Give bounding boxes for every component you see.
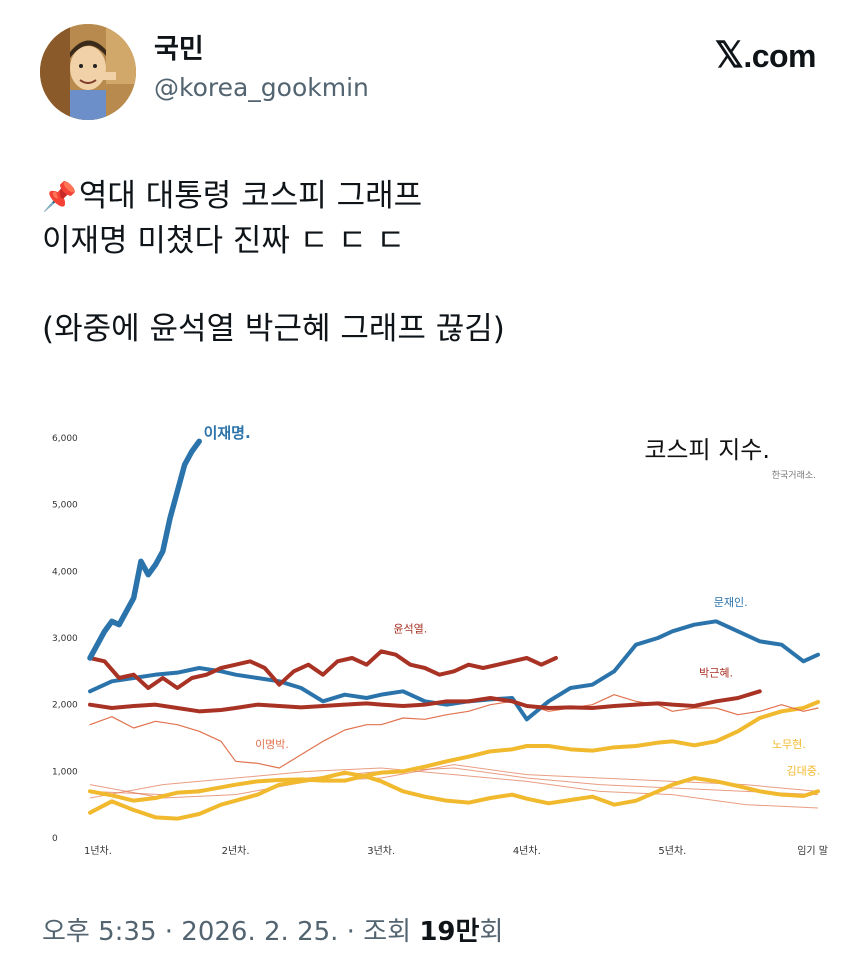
cartoon-man-avatar-icon	[40, 24, 136, 120]
x-tick-label: 5년차.	[658, 845, 686, 857]
separator: ·	[338, 917, 364, 947]
chart-title: 코스피 지수.	[644, 436, 770, 464]
tweet-header: 국민 @korea_gookmin 𝕏.com	[40, 24, 820, 124]
series-label: 박근혜.	[699, 667, 733, 680]
x-tick-label: 4년차.	[513, 845, 541, 857]
x-axis: 1년차. 2년차. 3년차. 4년차. 5년차. 임기 말	[84, 844, 828, 857]
x-tick-label: 임기 말	[797, 844, 828, 857]
x-tick-label: 2년차.	[222, 845, 250, 857]
kospi-chart: 6,000 5,000 4,000 3,000 2,000 1,000 0 1년차. 2년차.…	[52, 424, 828, 857]
separator: ·	[156, 917, 182, 947]
views-count: 19만	[419, 917, 480, 947]
thin-series-line	[89, 767, 819, 809]
series-label: 이재명.	[204, 424, 251, 442]
y-tick-label: 4,000	[52, 567, 78, 577]
y-tick-label: 6,000	[52, 434, 78, 444]
series-line	[88, 689, 762, 714]
views-suffix: 회	[479, 917, 504, 947]
tweet-line-1: 📌역대 대통령 코스피 그래프	[42, 174, 822, 219]
series-line	[88, 700, 820, 803]
x-brand-logo[interactable]: 𝕏.com	[714, 34, 817, 76]
views-label: 조회	[363, 917, 412, 947]
series-label: 문재인.	[714, 596, 748, 609]
kospi-chart-image[interactable]: 6,000 5,000 4,000 3,000 2,000 1,000 0 1년차. 2년차.…	[40, 406, 830, 870]
series-labels: 김대중. 노무현. 이명박. 문재인. 박근혜. 윤석열. 이재명.	[204, 424, 821, 778]
y-tick-label: 5,000	[52, 501, 78, 511]
series-label: 윤석열.	[393, 623, 427, 636]
pushpin-icon: 📌	[42, 180, 77, 213]
series-line	[87, 438, 202, 661]
series-lines	[87, 438, 820, 821]
post-date[interactable]: 2026. 2. 25.	[181, 917, 339, 947]
post-time[interactable]: 오후 5:35	[42, 917, 157, 947]
chart-subtitle: 한국거래소.	[772, 470, 816, 481]
thin-series-line	[89, 764, 819, 799]
author-names: 국민 @korea_gookmin	[154, 32, 369, 106]
series-label: 이명박.	[255, 738, 289, 751]
user-handle[interactable]: @korea_gookmin	[154, 73, 369, 102]
x-logo-icon: 𝕏	[714, 34, 744, 75]
tweet-line-3: (와중에 윤석열 박근혜 그래프 끊김)	[42, 311, 505, 347]
tweet-blank-line	[42, 263, 822, 307]
series-line	[89, 694, 819, 769]
series-line	[88, 770, 820, 821]
y-tick-label: 2,000	[52, 701, 78, 711]
tweet-line-1-text: 역대 대통령 코스피 그래프	[78, 178, 423, 214]
series-label: 김대중.	[787, 765, 821, 778]
x-tick-label: 3년차.	[367, 845, 395, 857]
avatar[interactable]	[40, 24, 136, 120]
y-axis: 6,000 5,000 4,000 3,000 2,000 1,000 0	[52, 434, 78, 844]
tweet-text: 📌역대 대통령 코스피 그래프 이재명 미쳤다 진짜 ㄷ ㄷ ㄷ (와중에 윤석…	[42, 174, 822, 351]
x-tick-label: 1년차.	[84, 845, 112, 857]
y-tick-label: 1,000	[52, 767, 78, 777]
y-tick-label: 3,000	[52, 634, 78, 644]
tweet-line-2: 이재명 미쳤다 진짜 ㄷ ㄷ ㄷ	[42, 223, 405, 259]
brand-label: .com	[743, 38, 816, 74]
display-name[interactable]: 국민	[154, 34, 204, 65]
series-label: 노무현.	[772, 738, 806, 751]
series-line	[88, 649, 558, 690]
y-tick-label: 0	[52, 834, 58, 844]
tweet-meta: 오후 5:35 · 2026. 2. 25. · 조회 19만회	[42, 912, 503, 952]
